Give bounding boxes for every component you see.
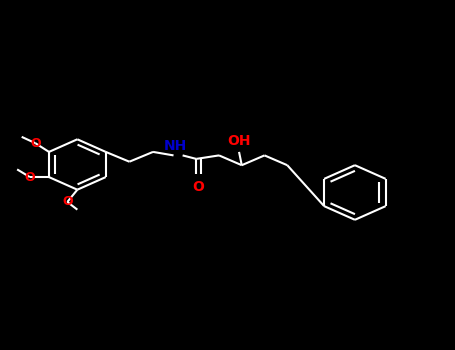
Text: OH: OH — [228, 134, 251, 148]
Text: O: O — [62, 195, 73, 209]
Text: O: O — [30, 136, 40, 150]
Text: O: O — [25, 170, 35, 184]
Text: O: O — [192, 180, 204, 194]
Text: NH: NH — [164, 139, 187, 153]
